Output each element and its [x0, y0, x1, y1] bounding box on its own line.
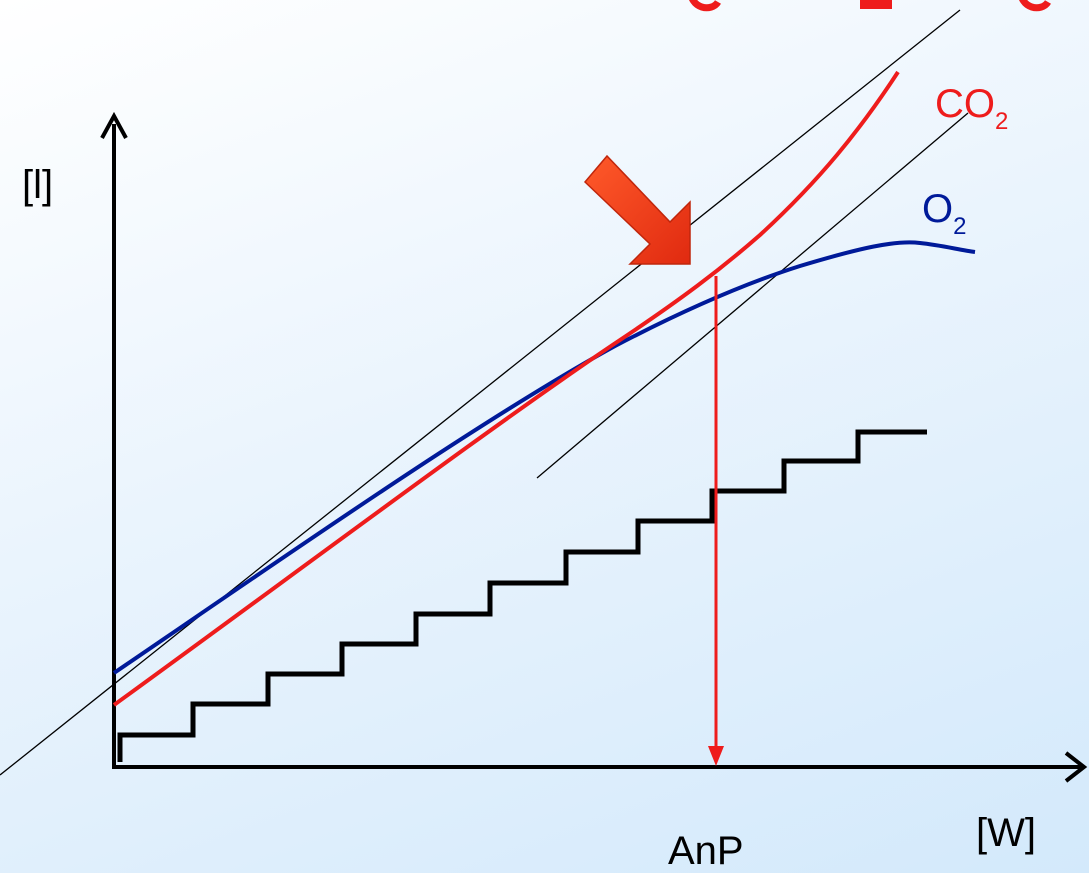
x-axis-label: [W]: [976, 811, 1036, 855]
tangent-line-shallow: [536, 112, 969, 479]
anp-marker: [708, 276, 724, 766]
x-axis: [112, 751, 1088, 783]
o2-label-base: O: [922, 187, 953, 231]
title-glyph-2: [860, 0, 892, 9]
anp-drop-arrowhead: [708, 746, 724, 766]
y-axis-label: [l]: [22, 163, 53, 207]
title-glyph-1: [689, 0, 721, 12]
y-axis-arrowhead: [100, 111, 128, 139]
title-glyph-3: [1019, 0, 1051, 12]
anp-label: AnP: [668, 829, 744, 873]
o2-series-label: O2: [922, 187, 966, 240]
co2-label-base: CO: [935, 82, 995, 126]
co2-series-label: CO2: [935, 82, 1008, 135]
co2-curve: [112, 70, 900, 707]
workload-staircase: [117, 429, 927, 762]
tangent-line-steep: [0, 9, 961, 776]
x-axis-arrowhead: [1064, 751, 1088, 783]
pointer-arrow: [583, 154, 691, 265]
o2-curve: [112, 240, 976, 675]
svg-text:CO2: CO2: [935, 82, 1008, 135]
title-fragment: [689, 0, 1051, 12]
o2-label-sub: 2: [953, 213, 966, 240]
svg-text:O2: O2: [922, 187, 966, 240]
pointer-arrow-shape: [583, 154, 691, 265]
y-axis: [100, 111, 128, 768]
co2-label-sub: 2: [995, 108, 1008, 135]
